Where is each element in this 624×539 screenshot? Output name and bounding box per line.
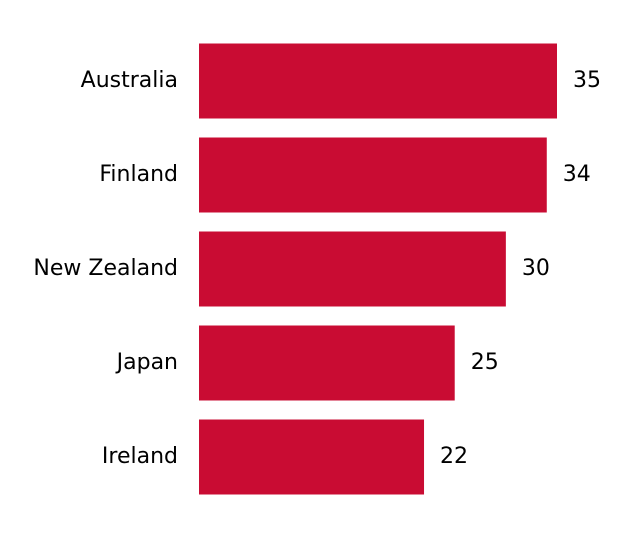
data-label: 34 [563,162,591,187]
y-tick-label: Japan [115,350,178,375]
bar [199,419,425,495]
bar [199,43,557,119]
bar [199,231,506,307]
bar [199,325,455,401]
data-label: 30 [522,256,550,281]
y-tick-label: Australia [81,68,178,93]
y-tick-label: Finland [99,162,178,187]
bar [199,137,547,213]
data-label: 25 [471,350,499,375]
y-tick-label: New Zealand [33,256,178,281]
data-label: 22 [440,444,468,469]
data-label: 35 [573,68,601,93]
y-tick-label: Ireland [102,444,178,469]
